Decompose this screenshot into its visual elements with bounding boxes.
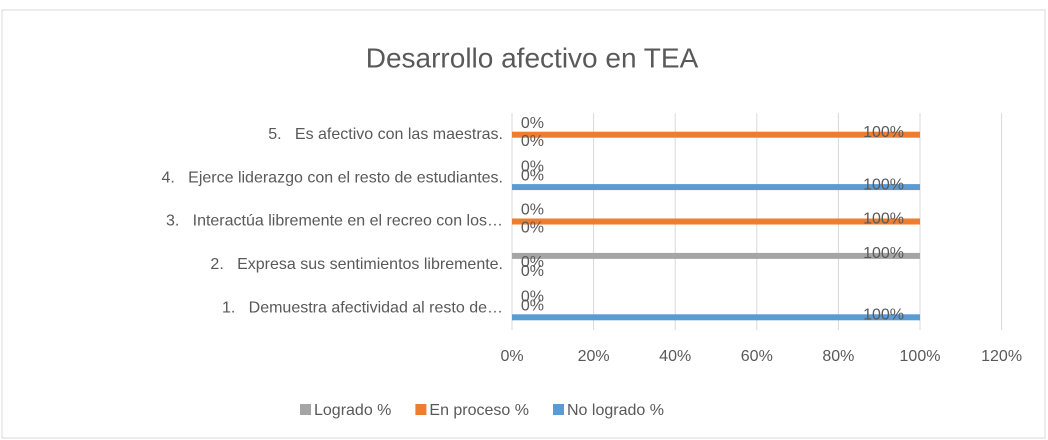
legend-swatch	[415, 404, 427, 415]
data-label: 100%	[863, 245, 904, 262]
legend-label: Logrado %	[314, 402, 391, 419]
data-label: 100%	[863, 176, 904, 193]
x-tick-label: 20%	[578, 348, 610, 365]
data-label: 0%	[521, 133, 544, 150]
legend-label: En proceso %	[429, 402, 529, 419]
data-label: 0%	[521, 167, 544, 184]
x-tick-label: 120%	[981, 348, 1022, 365]
data-label: 0%	[521, 289, 544, 306]
data-label: 0%	[521, 202, 544, 219]
chart-title: Desarrollo afectivo en TEA	[366, 42, 699, 73]
y-tick-label: 2. Expresa sus sentimientos libremente.	[210, 256, 503, 273]
bar	[512, 131, 920, 138]
bar	[512, 314, 920, 321]
data-label: 0%	[521, 158, 544, 175]
bar	[512, 218, 920, 225]
y-tick-label: 3. Interactúa libremente en el recreo co…	[166, 213, 503, 230]
data-label: 0%	[521, 254, 544, 271]
legend-swatch	[300, 404, 311, 415]
bar	[512, 252, 920, 259]
y-tick-label: 5. Es afectivo con las maestras.	[268, 126, 503, 143]
data-label: 100%	[863, 211, 904, 228]
x-tick-label: 0%	[500, 348, 523, 365]
data-label: 0%	[521, 220, 544, 237]
x-tick-label: 80%	[822, 348, 854, 365]
data-label: 0%	[521, 115, 544, 132]
y-tick-label: 1. Demuestra afectividad al resto de…	[222, 300, 503, 317]
x-tick-label: 100%	[900, 348, 941, 365]
data-label: 100%	[863, 124, 904, 141]
y-tick-label: 4. Ejerce liderazgo con el resto de estu…	[161, 169, 503, 186]
data-label: 0%	[521, 263, 544, 280]
bar	[512, 184, 920, 191]
data-label: 100%	[863, 307, 904, 324]
x-tick-label: 60%	[741, 348, 773, 365]
legend-swatch	[553, 404, 564, 415]
legend-label: No logrado %	[567, 402, 664, 419]
x-tick-label: 40%	[659, 348, 691, 365]
data-label: 0%	[521, 298, 544, 315]
